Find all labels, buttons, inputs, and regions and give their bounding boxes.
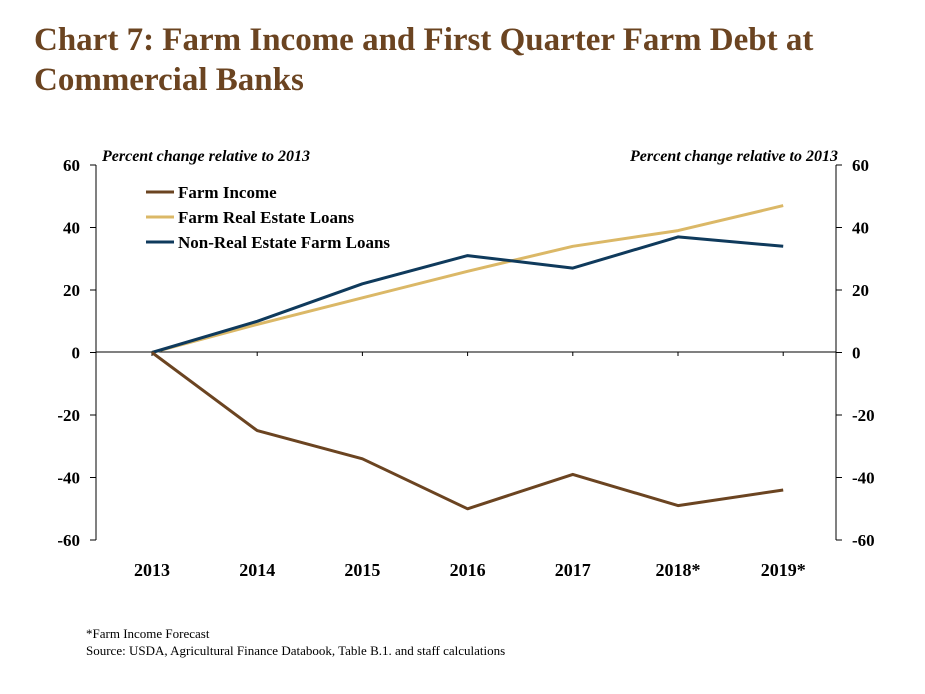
y-tick-label-left: 0: [72, 344, 81, 363]
footnote-source: Source: USDA, Agricultural Finance Datab…: [86, 643, 506, 658]
series-line-farm-real-estate-loans: [151, 204, 784, 354]
y-tick-label-right: -60: [852, 531, 875, 550]
x-tick-label: 2013: [134, 560, 170, 580]
chart-title: Chart 7: Farm Income and First Quarter F…: [34, 22, 814, 98]
series-lines: [151, 204, 784, 511]
legend-label-farm-real-estate-loans: Farm Real Estate Loans: [178, 208, 355, 227]
y-tick-label-right: 20: [852, 281, 869, 300]
y-tick-label-left: 20: [63, 281, 80, 300]
y-tick-label-right: -20: [852, 406, 875, 425]
y-tick-label-right: 0: [852, 344, 861, 363]
x-tick-label: 2014: [239, 560, 275, 580]
y-axis-right-ticks: 60 40 20 0 -20 -40 -60: [836, 156, 875, 550]
series-line-non-real-estate-farm-loans: [151, 235, 784, 354]
footnote-forecast: *Farm Income Forecast: [86, 626, 210, 641]
legend-label-non-real-estate-farm-loans: Non-Real Estate Farm Loans: [178, 233, 390, 252]
y-tick-label-left: -40: [57, 469, 80, 488]
x-tick-label: 2016: [450, 560, 486, 580]
y-tick-label-right: 40: [852, 219, 869, 238]
y-tick-label-right: 60: [852, 156, 869, 175]
y-tick-label-right: -40: [852, 469, 875, 488]
legend-label-farm-income: Farm Income: [178, 183, 277, 202]
x-axis-ticks: 2013 2014 2015 2016 2017 2018* 2019*: [134, 352, 806, 580]
y-tick-label-left: 60: [63, 156, 80, 175]
y-axis-left-label: Percent change relative to 2013: [101, 148, 310, 165]
x-tick-label: 2018*: [656, 560, 701, 580]
y-tick-label-left: 40: [63, 219, 80, 238]
y-axis-left-ticks: 60 40 20 0 -20 -40 -60: [57, 156, 96, 550]
x-tick-label: 2017: [555, 560, 591, 580]
y-tick-label-left: -60: [57, 531, 80, 550]
y-tick-label-left: -20: [57, 406, 80, 425]
legend: Farm Income Farm Real Estate Loans Non-Rea…: [146, 183, 390, 252]
x-tick-label: 2019*: [761, 560, 806, 580]
y-axis-right-label: Percent change relative to 2013: [629, 148, 838, 165]
x-tick-label: 2015: [344, 560, 380, 580]
series-line-farm-income: [151, 351, 784, 511]
